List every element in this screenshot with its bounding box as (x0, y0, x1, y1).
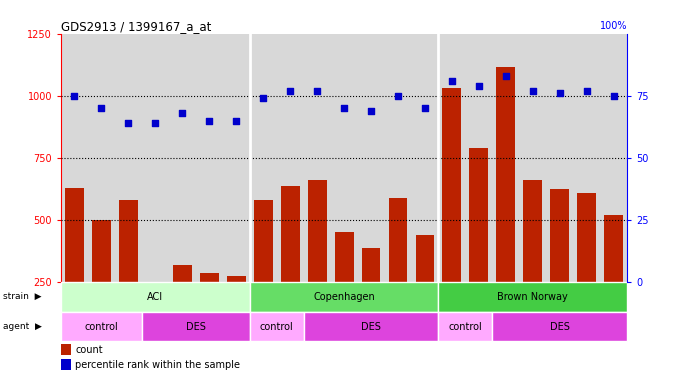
Point (312, 88, 323, 94)
Point (231, 118, 241, 124)
Point (527, 88, 538, 94)
Text: Copenhagen: Copenhagen (313, 292, 375, 302)
Point (500, 73, 511, 79)
Bar (61, 359, 71, 370)
Bar (551, 189, 570, 282)
Text: percentile rank within the sample: percentile rank within the sample (75, 360, 240, 370)
Bar (250, 312, 304, 342)
Point (555, 90, 565, 96)
Bar (61, 312, 142, 342)
Bar (250, 282, 439, 312)
Text: count: count (75, 345, 103, 355)
Bar (92, 220, 111, 282)
Text: DES: DES (550, 322, 570, 332)
Bar (227, 276, 245, 282)
Point (393, 93, 403, 99)
Bar (304, 312, 439, 342)
Bar (388, 198, 407, 282)
Point (69, 93, 80, 99)
Bar (119, 200, 138, 282)
Bar (546, 34, 573, 282)
Point (338, 105, 350, 111)
Bar (169, 34, 196, 282)
Text: ACI: ACI (147, 292, 163, 302)
Bar (173, 264, 192, 282)
Bar (523, 180, 542, 282)
Text: control: control (449, 322, 482, 332)
Text: 100%: 100% (599, 21, 627, 31)
Bar (142, 312, 250, 342)
Bar (196, 34, 223, 282)
Bar (492, 34, 519, 282)
Bar (439, 34, 465, 282)
Bar (412, 34, 439, 282)
Point (365, 108, 376, 114)
Point (285, 88, 296, 94)
Bar (281, 186, 300, 282)
Bar (250, 34, 277, 282)
Text: strain  ▶: strain ▶ (3, 292, 42, 301)
Bar (61, 34, 88, 282)
Bar (416, 235, 435, 282)
Bar (223, 34, 250, 282)
Point (447, 78, 458, 84)
Text: DES: DES (186, 322, 205, 332)
Bar (361, 248, 380, 282)
Bar (465, 34, 492, 282)
Bar (277, 34, 304, 282)
Bar (308, 180, 327, 282)
Point (96, 105, 107, 111)
Bar (142, 34, 169, 282)
Bar (331, 34, 357, 282)
Bar (443, 88, 461, 282)
Text: agent  ▶: agent ▶ (3, 322, 42, 331)
Bar (357, 34, 384, 282)
Bar (573, 34, 600, 282)
Bar (254, 200, 273, 282)
Point (258, 95, 268, 101)
Bar (496, 67, 515, 282)
Point (204, 118, 215, 124)
Point (177, 110, 188, 116)
Point (123, 120, 134, 126)
Bar (115, 34, 142, 282)
Bar (439, 312, 492, 342)
Bar (61, 345, 71, 355)
Text: control: control (85, 322, 119, 332)
Bar (384, 34, 412, 282)
Bar (88, 34, 115, 282)
Point (473, 83, 484, 89)
Text: control: control (260, 322, 294, 332)
Bar (492, 312, 627, 342)
Bar (200, 273, 219, 282)
Point (608, 93, 619, 99)
Bar (304, 34, 331, 282)
Bar (577, 193, 596, 282)
Bar (600, 34, 627, 282)
Text: Brown Norway: Brown Norway (498, 292, 568, 302)
Text: GDS2913 / 1399167_a_at: GDS2913 / 1399167_a_at (61, 20, 212, 33)
Bar (604, 215, 623, 282)
Point (581, 88, 592, 94)
Bar (469, 148, 488, 282)
Point (150, 120, 161, 126)
Bar (519, 34, 546, 282)
Bar (61, 282, 250, 312)
Text: DES: DES (361, 322, 381, 332)
Bar (65, 188, 84, 282)
Bar (439, 282, 627, 312)
Point (420, 105, 431, 111)
Bar (335, 232, 353, 282)
